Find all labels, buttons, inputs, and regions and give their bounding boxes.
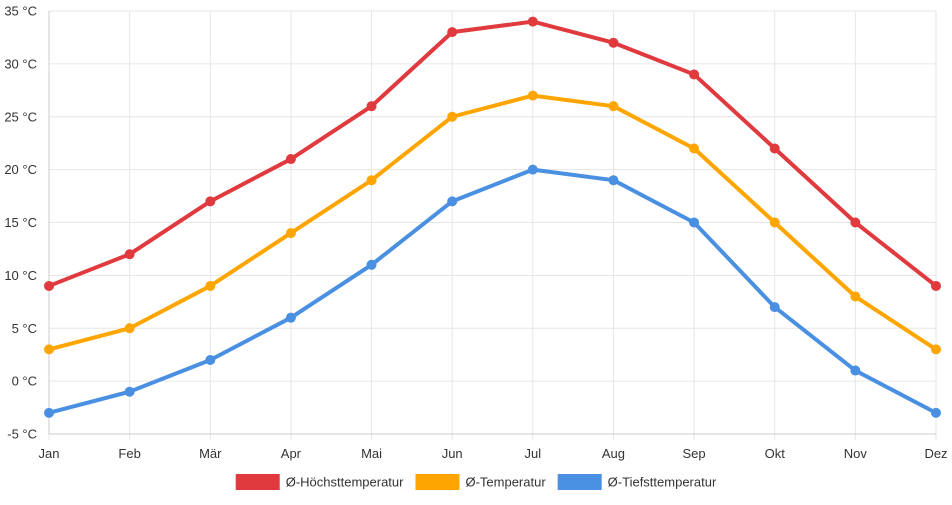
series-line <box>47 19 938 288</box>
x-tick-label: Feb <box>118 446 140 461</box>
x-tick-label: Sep <box>683 446 706 461</box>
data-point[interactable] <box>285 154 296 165</box>
data-point[interactable] <box>608 175 619 186</box>
axes <box>48 11 936 435</box>
data-point[interactable] <box>447 196 458 207</box>
legend-swatch <box>415 474 460 490</box>
legend-swatch <box>235 474 280 490</box>
series-3 <box>44 164 941 418</box>
data-point[interactable] <box>931 280 941 291</box>
data-point[interactable] <box>931 407 941 418</box>
y-tick-label: 30 °C <box>4 56 37 71</box>
legend-item[interactable]: Ø-Tiefsttemperatur <box>557 474 717 490</box>
x-tick-label: Mai <box>361 446 382 461</box>
data-point[interactable] <box>769 143 780 154</box>
y-axis-tick-labels: -5 °C 0 °C 5 °C 10 °C 15 °C 20 °C 25 °C 30 °C 35… <box>4 4 37 442</box>
x-tick-label: Mär <box>199 446 222 461</box>
y-tick-label: 0 °C <box>12 374 37 389</box>
x-tick-label: Jul <box>525 446 542 461</box>
y-tick-label: 5 °C <box>12 321 37 336</box>
y-tick-label: 15 °C <box>4 215 37 230</box>
y-tick-label: 10 °C <box>4 268 37 283</box>
data-point[interactable] <box>124 323 135 334</box>
legend[interactable]: Ø-Höchsttemperatur Ø-Temperatur Ø-Tiefstte… <box>235 474 717 490</box>
y-tick-label: 20 °C <box>4 162 37 177</box>
data-point[interactable] <box>527 164 538 175</box>
data-point[interactable] <box>447 27 458 38</box>
y-tick-label: 35 °C <box>4 4 37 19</box>
data-point[interactable] <box>527 90 538 101</box>
data-point[interactable] <box>769 302 780 313</box>
x-tick-label: Jun <box>442 446 463 461</box>
x-tick-label: Dez <box>924 446 947 461</box>
data-point[interactable] <box>44 280 54 291</box>
data-point[interactable] <box>285 228 296 239</box>
legend-label: Ø-Höchsttemperatur <box>286 475 404 490</box>
data-point[interactable] <box>366 101 377 112</box>
legend-item[interactable]: Ø-Temperatur <box>415 474 546 490</box>
x-axis-tick-labels: Jan Feb Mär Apr Mai Jun Jul Aug Sep Okt Nov Dez <box>39 446 948 461</box>
legend-label: Ø-Temperatur <box>465 475 546 490</box>
data-point[interactable] <box>205 354 216 365</box>
data-point[interactable] <box>850 217 861 228</box>
data-point[interactable] <box>689 69 700 80</box>
series-lines <box>44 16 941 418</box>
data-point[interactable] <box>124 249 135 260</box>
legend-item[interactable]: Ø-Höchsttemperatur <box>235 474 404 490</box>
data-point[interactable] <box>850 291 861 302</box>
data-point[interactable] <box>366 259 377 270</box>
data-point[interactable] <box>931 344 941 355</box>
data-point[interactable] <box>769 217 780 228</box>
data-point[interactable] <box>689 217 700 228</box>
y-tick-label: 25 °C <box>4 109 37 124</box>
x-tick-label: Jan <box>39 446 60 461</box>
data-point[interactable] <box>447 111 458 122</box>
x-tick-label: Aug <box>602 446 625 461</box>
data-point[interactable] <box>205 280 216 291</box>
y-tick-label: -5 °C <box>7 427 37 442</box>
series-2 <box>44 90 941 355</box>
series-line <box>47 167 938 415</box>
grid-lines <box>48 10 937 440</box>
series-1 <box>44 16 941 291</box>
data-point[interactable] <box>44 407 54 418</box>
data-point[interactable] <box>44 344 54 355</box>
data-point[interactable] <box>366 175 377 186</box>
data-point[interactable] <box>608 37 619 48</box>
data-point[interactable] <box>205 196 216 207</box>
data-point[interactable] <box>124 386 135 397</box>
legend-label: Ø-Tiefsttemperatur <box>608 475 717 490</box>
data-point[interactable] <box>527 16 538 27</box>
series-line <box>47 93 938 352</box>
data-point[interactable] <box>850 365 861 376</box>
x-tick-label: Okt <box>765 446 786 461</box>
x-tick-label: Apr <box>281 446 302 461</box>
data-point[interactable] <box>285 312 296 323</box>
x-tick-label: Nov <box>844 446 868 461</box>
legend-swatch <box>557 474 602 490</box>
data-point[interactable] <box>608 101 619 112</box>
data-point[interactable] <box>689 143 700 154</box>
